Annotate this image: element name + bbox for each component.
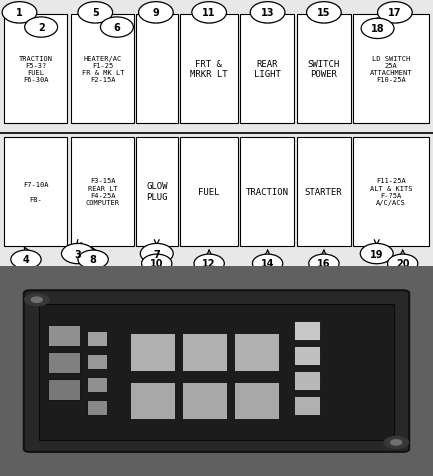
Bar	[180, 15, 238, 124]
Text: 19: 19	[370, 249, 384, 259]
Circle shape	[388, 255, 418, 273]
Text: 16: 16	[317, 259, 331, 269]
Circle shape	[142, 255, 172, 273]
Circle shape	[11, 250, 41, 269]
Circle shape	[252, 255, 283, 273]
Bar	[180, 137, 238, 247]
Bar	[234, 382, 279, 419]
Bar	[297, 15, 351, 124]
Circle shape	[140, 244, 173, 264]
Bar	[87, 401, 107, 415]
Bar	[294, 397, 320, 415]
Bar	[353, 137, 429, 247]
Bar	[4, 137, 67, 247]
Bar	[87, 377, 107, 392]
Circle shape	[139, 3, 173, 24]
Text: FRT &
MRKR LT: FRT & MRKR LT	[190, 60, 228, 79]
Text: F3-15A
REAR LT
F4-25A
COMPUTER: F3-15A REAR LT F4-25A COMPUTER	[86, 178, 120, 206]
Bar	[294, 346, 320, 365]
Circle shape	[384, 436, 408, 448]
Text: 8: 8	[90, 255, 97, 265]
Bar	[130, 382, 175, 419]
Text: 20: 20	[396, 259, 410, 269]
Circle shape	[361, 19, 394, 40]
Text: STARTER: STARTER	[305, 188, 343, 197]
Circle shape	[250, 3, 285, 24]
Text: 4: 4	[23, 255, 29, 265]
Text: F11-25A
ALT & KITS
F-?5A
A/C/ACS: F11-25A ALT & KITS F-?5A A/C/ACS	[369, 178, 412, 206]
Bar	[48, 352, 80, 373]
Text: 6: 6	[113, 23, 120, 33]
Text: 17: 17	[388, 9, 402, 18]
Text: 7: 7	[153, 249, 160, 259]
Circle shape	[100, 18, 133, 38]
Bar	[87, 355, 107, 369]
Text: GLOW
PLUG: GLOW PLUG	[146, 182, 168, 202]
Bar	[297, 137, 351, 247]
Text: REAR
LIGHT: REAR LIGHT	[254, 60, 281, 79]
Text: 1: 1	[16, 9, 23, 18]
Circle shape	[2, 3, 37, 24]
Bar	[71, 137, 134, 247]
Text: FUEL: FUEL	[198, 188, 220, 197]
Text: 3: 3	[74, 249, 81, 259]
Bar	[353, 15, 429, 124]
Bar	[234, 334, 279, 371]
Bar	[48, 380, 80, 401]
Circle shape	[192, 3, 226, 24]
Circle shape	[61, 244, 94, 264]
Text: F7-10A

F8-: F7-10A F8-	[23, 182, 48, 202]
Bar	[71, 15, 134, 124]
Bar	[240, 137, 294, 247]
Bar	[294, 371, 320, 390]
Text: HEATER/AC
F1-25
FR & MK LT
F2-15A: HEATER/AC F1-25 FR & MK LT F2-15A	[81, 56, 124, 83]
Text: TRACTION
F5-3?
FUEL
F6-30A: TRACTION F5-3? FUEL F6-30A	[19, 56, 53, 83]
Text: 18: 18	[371, 24, 385, 34]
Text: 14: 14	[261, 259, 275, 269]
Text: 15: 15	[317, 9, 331, 18]
Circle shape	[78, 3, 113, 24]
Text: 5: 5	[92, 9, 99, 18]
Text: LD SWITCH
25A
ATTACHMENT
F10-25A: LD SWITCH 25A ATTACHMENT F10-25A	[369, 56, 412, 83]
Text: SWITCH
POWER: SWITCH POWER	[307, 60, 340, 79]
Circle shape	[391, 440, 402, 445]
Bar	[48, 325, 80, 346]
Text: 9: 9	[152, 9, 159, 18]
Bar	[240, 15, 294, 124]
Text: 2: 2	[38, 23, 45, 33]
Bar	[130, 334, 175, 371]
Text: 13: 13	[261, 9, 275, 18]
Bar	[182, 334, 227, 371]
Bar	[182, 382, 227, 419]
Text: 10: 10	[150, 259, 164, 269]
Circle shape	[194, 255, 224, 273]
Circle shape	[309, 255, 339, 273]
Circle shape	[25, 18, 58, 38]
Circle shape	[360, 244, 393, 264]
Circle shape	[78, 250, 108, 269]
Text: 11: 11	[202, 9, 216, 18]
FancyBboxPatch shape	[24, 291, 409, 452]
Circle shape	[31, 298, 42, 303]
Bar	[136, 15, 178, 124]
Bar	[294, 321, 320, 340]
Circle shape	[25, 294, 49, 306]
Bar	[4, 15, 67, 124]
Text: 12: 12	[202, 259, 216, 269]
Circle shape	[378, 3, 412, 24]
Text: TRACTION: TRACTION	[246, 188, 289, 197]
Bar	[39, 304, 394, 440]
Circle shape	[307, 3, 341, 24]
Bar	[136, 137, 178, 247]
Bar	[87, 331, 107, 346]
